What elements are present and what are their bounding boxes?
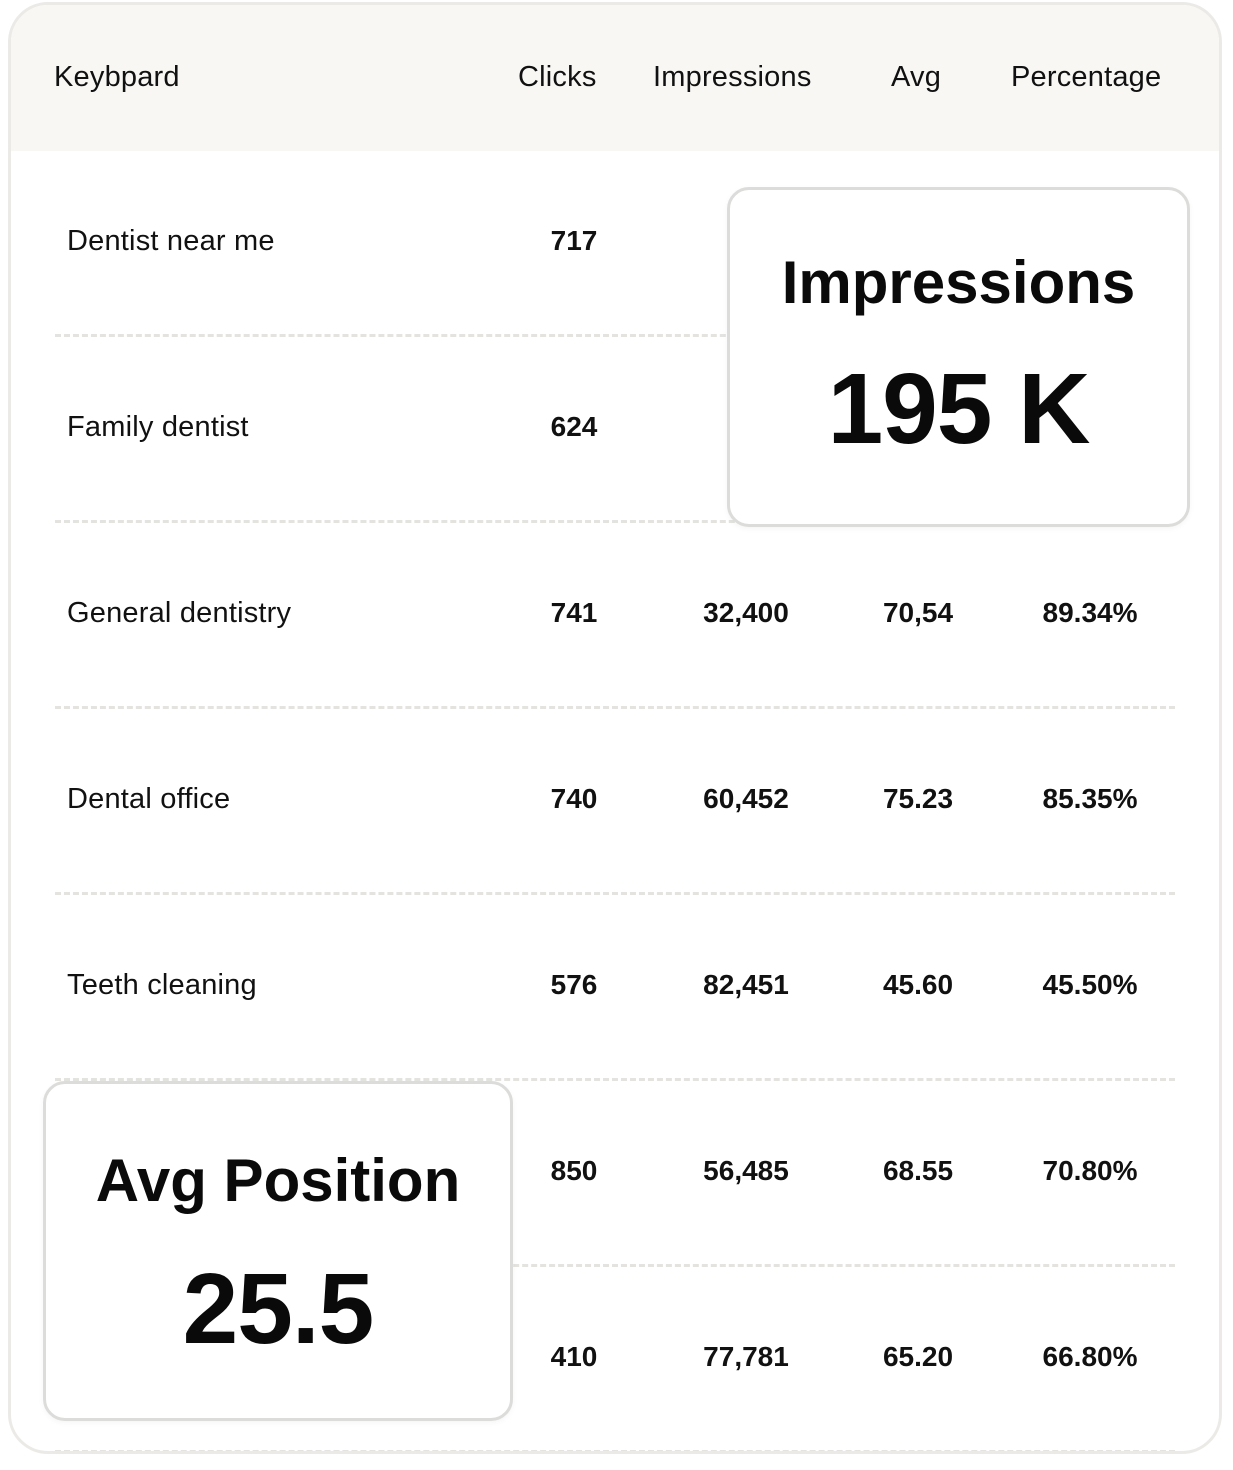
avg-position-summary-title: Avg Position <box>95 1147 461 1214</box>
clicks-cell: 717 <box>550 225 598 256</box>
impressions-summary-title: Impressions <box>781 249 1136 316</box>
table-row[interactable]: Dental office 740 60,452 75.23 85.35% <box>11 709 1219 895</box>
impressions-cell: 60,452 <box>703 783 789 814</box>
percentage-cell: 89.34% <box>1042 597 1138 628</box>
table-row[interactable]: 850 56,485 68.55 70.80% <box>11 1081 1219 1267</box>
column-header-avg[interactable]: Avg <box>891 61 942 93</box>
keyword-cell: Dental office <box>67 783 231 815</box>
clicks-cell: 741 <box>550 597 598 628</box>
table-header: Keybpard Clicks Impressions Avg Percenta… <box>11 5 1219 151</box>
avg-position-summary-value: 25.5 <box>182 1253 375 1365</box>
table-row[interactable]: General dentistry 741 32,400 70,54 89.34… <box>11 523 1219 709</box>
row-divider <box>55 1450 1175 1451</box>
keyword-cell: Family dentist <box>67 411 249 443</box>
clicks-cell: 624 <box>550 411 598 442</box>
avg-cell: 45.60 <box>882 969 954 1000</box>
avg-position-summary-card: Avg Position 25.5 <box>43 1081 513 1421</box>
row-divider <box>55 1264 1175 1267</box>
impressions-summary-card: Impressions 195 K <box>727 187 1190 527</box>
table-row[interactable]: Teeth cleaning 576 82,451 45.60 45.50% <box>11 895 1219 1081</box>
column-header-clicks[interactable]: Clicks <box>518 61 597 93</box>
impressions-cell: 77,781 <box>703 1341 789 1372</box>
impressions-cell: 32,400 <box>703 597 789 628</box>
row-divider <box>55 706 1175 709</box>
column-header-keyword[interactable]: Keybpard <box>54 61 180 93</box>
clicks-cell: 410 <box>550 1341 598 1372</box>
percentage-cell: 45.50% <box>1042 969 1138 1000</box>
clicks-cell: 740 <box>550 783 598 814</box>
keyword-cell: General dentistry <box>67 597 292 629</box>
percentage-cell: 70.80% <box>1042 1155 1138 1186</box>
column-header-percentage[interactable]: Percentage <box>1011 61 1162 93</box>
clicks-cell: 576 <box>550 969 598 1000</box>
row-divider <box>55 520 1175 523</box>
keyword-cell: Dentist near me <box>67 225 275 257</box>
impressions-cell: 82,451 <box>703 969 789 1000</box>
clicks-cell: 850 <box>550 1155 598 1186</box>
row-divider <box>55 1078 1175 1081</box>
row-divider <box>55 334 1175 337</box>
avg-cell: 68.55 <box>882 1155 954 1186</box>
row-divider <box>55 892 1175 895</box>
impressions-summary-value: 195 K <box>827 353 1091 465</box>
column-header-impressions[interactable]: Impressions <box>653 61 812 93</box>
table-row[interactable]: 410 77,781 65.20 66.80% <box>11 1267 1219 1451</box>
impressions-cell: 56,485 <box>703 1155 789 1186</box>
avg-cell: 70,54 <box>882 597 954 628</box>
avg-cell: 65.20 <box>882 1341 954 1372</box>
keyword-cell: Teeth cleaning <box>67 969 257 1001</box>
avg-cell: 75.23 <box>882 783 954 814</box>
percentage-cell: 66.80% <box>1042 1341 1138 1372</box>
percentage-cell: 85.35% <box>1042 783 1138 814</box>
